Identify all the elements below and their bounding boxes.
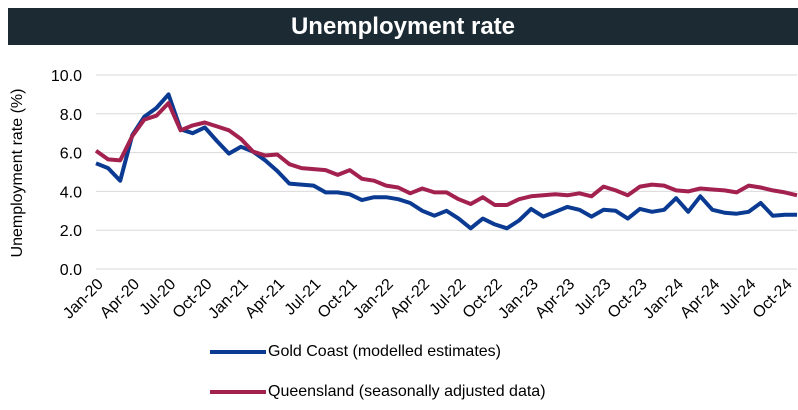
series-lines (94, 92, 798, 231)
x-tick-label: Apr-23 (532, 276, 578, 322)
legend-swatch-gold-coast (210, 350, 266, 354)
gridlines (96, 74, 797, 270)
x-tick-label: Jan-21 (205, 276, 252, 323)
y-axis-ticks: 0.0 2.0 4.0 6.0 8.0 10.0 (51, 68, 82, 279)
y-tick-label: 8.0 (60, 107, 82, 124)
x-tick-label: Apr-20 (97, 276, 143, 322)
x-tick-label: Apr-24 (677, 276, 723, 322)
x-tick-label: Jan-20 (60, 276, 107, 323)
y-tick-label: 0.0 (60, 262, 82, 279)
x-tick-label: Jan-24 (640, 276, 687, 323)
x-tick-label: Apr-21 (242, 276, 288, 322)
legend-item-queensland: Queensland (seasonally adjusted data) (210, 383, 546, 401)
x-tick-label: Jan-22 (350, 276, 397, 323)
legend-label-gold-coast: Gold Coast (modelled estimates) (268, 343, 501, 360)
legend-label-queensland: Queensland (seasonally adjusted data) (268, 383, 546, 400)
y-tick-label: 10.0 (51, 68, 82, 85)
y-tick-label: 4.0 (60, 184, 82, 201)
x-tick-label: Oct-24 (750, 276, 796, 322)
series-line-0 (95, 92, 797, 231)
y-tick-label: 6.0 (60, 146, 82, 163)
x-axis-ticks: Jan-20Apr-20Jul-20Oct-20Jan-21Apr-21Jul-… (60, 276, 796, 323)
chart-title: Unemployment rate (8, 8, 798, 45)
x-tick-label: Apr-22 (387, 276, 433, 322)
series-line-1 (94, 101, 798, 207)
y-axis-label: Unemployment rate (%) (9, 89, 26, 258)
legend-item-gold-coast: Gold Coast (modelled estimates) (210, 343, 501, 361)
x-tick-label: Jan-23 (495, 276, 542, 323)
legend-swatch-queensland (210, 390, 266, 394)
y-tick-label: 2.0 (60, 223, 82, 240)
